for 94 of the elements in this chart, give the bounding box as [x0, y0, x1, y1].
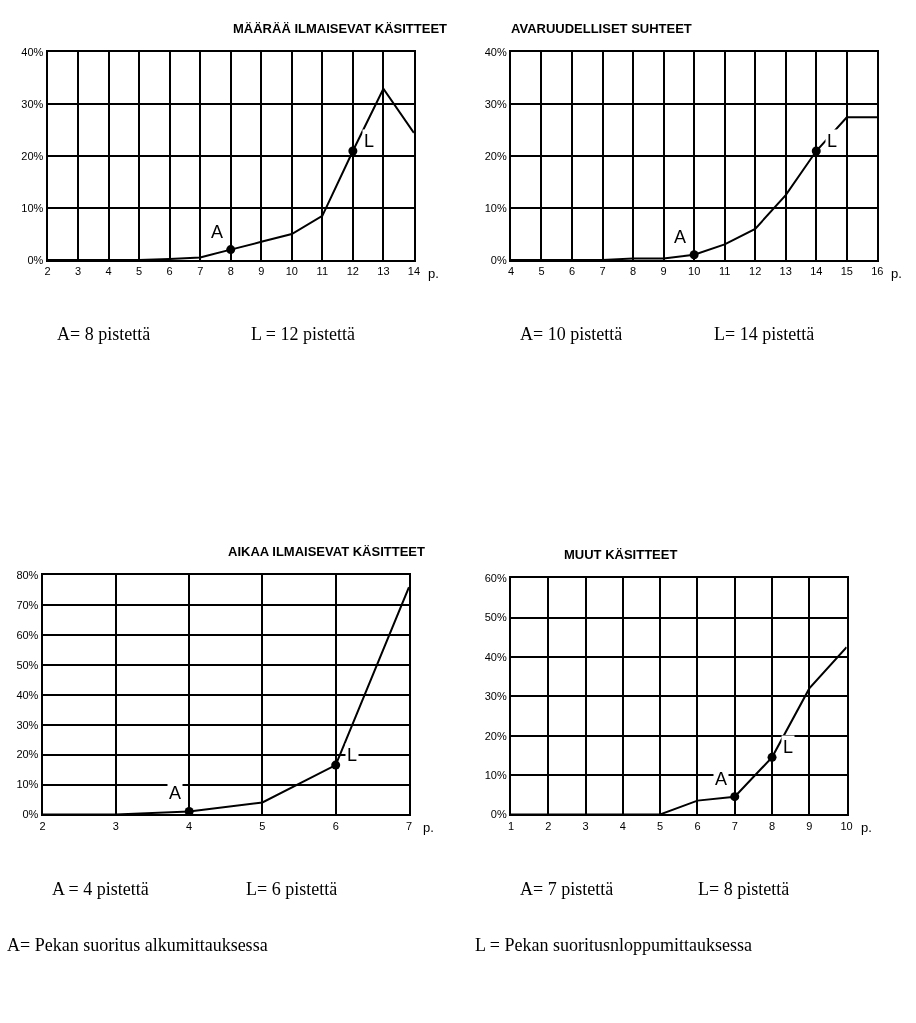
x-tick-label: 4: [186, 819, 193, 832]
text: A = 4 pistettä: [52, 879, 149, 899]
x-tick-label: 10: [840, 819, 853, 832]
x-tick-label: 3: [75, 265, 82, 278]
x-tick-label: 14: [407, 265, 421, 278]
text: L= 14 pistettä: [714, 324, 815, 344]
x-axis-title: p.: [891, 266, 902, 281]
text: L = Pekan suoritusnloppumittauksessa: [475, 935, 752, 955]
annotation: L: [783, 737, 794, 757]
y-tick-label: 0%: [490, 808, 507, 821]
x-tick-label: 9: [258, 265, 265, 278]
y-tick-label: 10%: [484, 201, 507, 214]
annotation: L: [364, 131, 375, 151]
x-tick-label: 6: [694, 819, 701, 832]
x-tick-label: 3: [582, 819, 589, 832]
y-tick-label: 0%: [22, 808, 39, 821]
x-tick-label: 10: [688, 265, 701, 278]
y-tick-label: 20%: [21, 150, 44, 163]
y-tick-label: 60%: [16, 628, 39, 641]
x-tick-label: 5: [259, 819, 266, 832]
x-tick-label: 4: [507, 265, 515, 278]
y-tick-label: 50%: [484, 611, 507, 624]
text: A= 10 pistettä: [520, 324, 623, 344]
x-tick-label: 7: [197, 265, 204, 278]
x-tick-label: 2: [44, 265, 51, 278]
annotation: L: [347, 745, 358, 765]
y-tick-label: 70%: [16, 598, 39, 611]
x-tick-label: 16: [871, 265, 884, 278]
x-tick-label: 8: [630, 265, 637, 278]
chart-title: MUUT KÄSITTEET: [564, 547, 678, 562]
x-tick-label: 13: [377, 265, 390, 278]
x-tick-label: 14: [810, 265, 823, 278]
y-tick-label: 40%: [21, 46, 44, 59]
annotation: L: [827, 131, 838, 151]
text: A= 7 pistettä: [520, 879, 614, 899]
annotation: A: [169, 783, 182, 803]
y-tick-label: 80%: [16, 569, 39, 582]
x-tick-label: 6: [568, 265, 576, 278]
y-tick-label: 40%: [484, 46, 507, 59]
chart-title: AIKAA ILMAISEVAT KÄSITTEET: [228, 544, 425, 559]
annotation: A: [211, 222, 224, 242]
y-tick-label: 50%: [16, 658, 39, 671]
y-tick-label: 10%: [484, 768, 507, 781]
x-tick-label: 15: [840, 265, 853, 278]
y-tick-label: 60%: [484, 572, 507, 585]
y-tick-label: 10%: [21, 201, 44, 214]
x-tick-label: 2: [545, 819, 552, 832]
annotation: A: [715, 769, 728, 789]
chart-title: AVARUUDELLISET SUHTEET: [511, 21, 692, 36]
y-tick-label: 0%: [27, 253, 44, 266]
x-tick-label: 11: [316, 265, 329, 278]
y-tick-label: 10%: [16, 778, 39, 791]
x-tick-label: 7: [599, 265, 606, 278]
x-tick-label: 7: [405, 819, 413, 832]
annotation: A: [674, 227, 687, 247]
text: L= 6 pistettä: [246, 879, 338, 899]
x-tick-label: 8: [768, 819, 776, 832]
x-axis-title: p.: [428, 266, 439, 281]
x-tick-label: 4: [105, 265, 112, 278]
x-tick-label: 8: [227, 265, 234, 278]
x-tick-label: 4: [619, 819, 626, 832]
text: L = 12 pistettä: [251, 324, 355, 344]
chart-title: MÄÄRÄÄ ILMAISEVAT KÄSITTEET: [233, 21, 448, 36]
x-tick-label: 13: [779, 265, 792, 278]
y-tick-label: 20%: [484, 729, 507, 742]
x-tick-label: 2: [39, 819, 46, 832]
text: A= Pekan suoritus alkumittauksessa: [7, 935, 268, 955]
x-axis-title: p.: [423, 820, 434, 835]
x-tick-label: 5: [657, 819, 664, 832]
x-axis-title: p.: [861, 820, 872, 835]
x-tick-label: 11: [718, 265, 731, 278]
x-tick-label: 5: [136, 265, 143, 278]
y-tick-label: 30%: [16, 718, 39, 731]
x-tick-label: 5: [538, 265, 545, 278]
x-tick-label: 3: [112, 819, 119, 832]
y-tick-label: 30%: [484, 690, 507, 703]
x-tick-label: 1: [507, 819, 515, 832]
x-tick-label: 12: [346, 265, 359, 278]
x-tick-label: 12: [749, 265, 762, 278]
y-tick-label: 40%: [484, 650, 507, 663]
x-tick-label: 7: [731, 819, 738, 832]
text: L= 8 pistettä: [698, 879, 790, 899]
y-tick-label: 30%: [21, 98, 44, 111]
y-tick-label: 20%: [484, 150, 507, 163]
x-tick-label: 6: [332, 819, 339, 832]
x-tick-label: 9: [806, 819, 813, 832]
y-tick-label: 20%: [16, 748, 39, 761]
text: A= 8 pistettä: [57, 324, 151, 344]
x-tick-label: 9: [660, 265, 667, 278]
x-tick-label: 10: [285, 265, 298, 278]
y-tick-label: 30%: [484, 98, 507, 111]
x-tick-label: 6: [166, 265, 173, 278]
y-tick-label: 0%: [490, 253, 507, 266]
y-tick-label: 40%: [16, 688, 39, 701]
